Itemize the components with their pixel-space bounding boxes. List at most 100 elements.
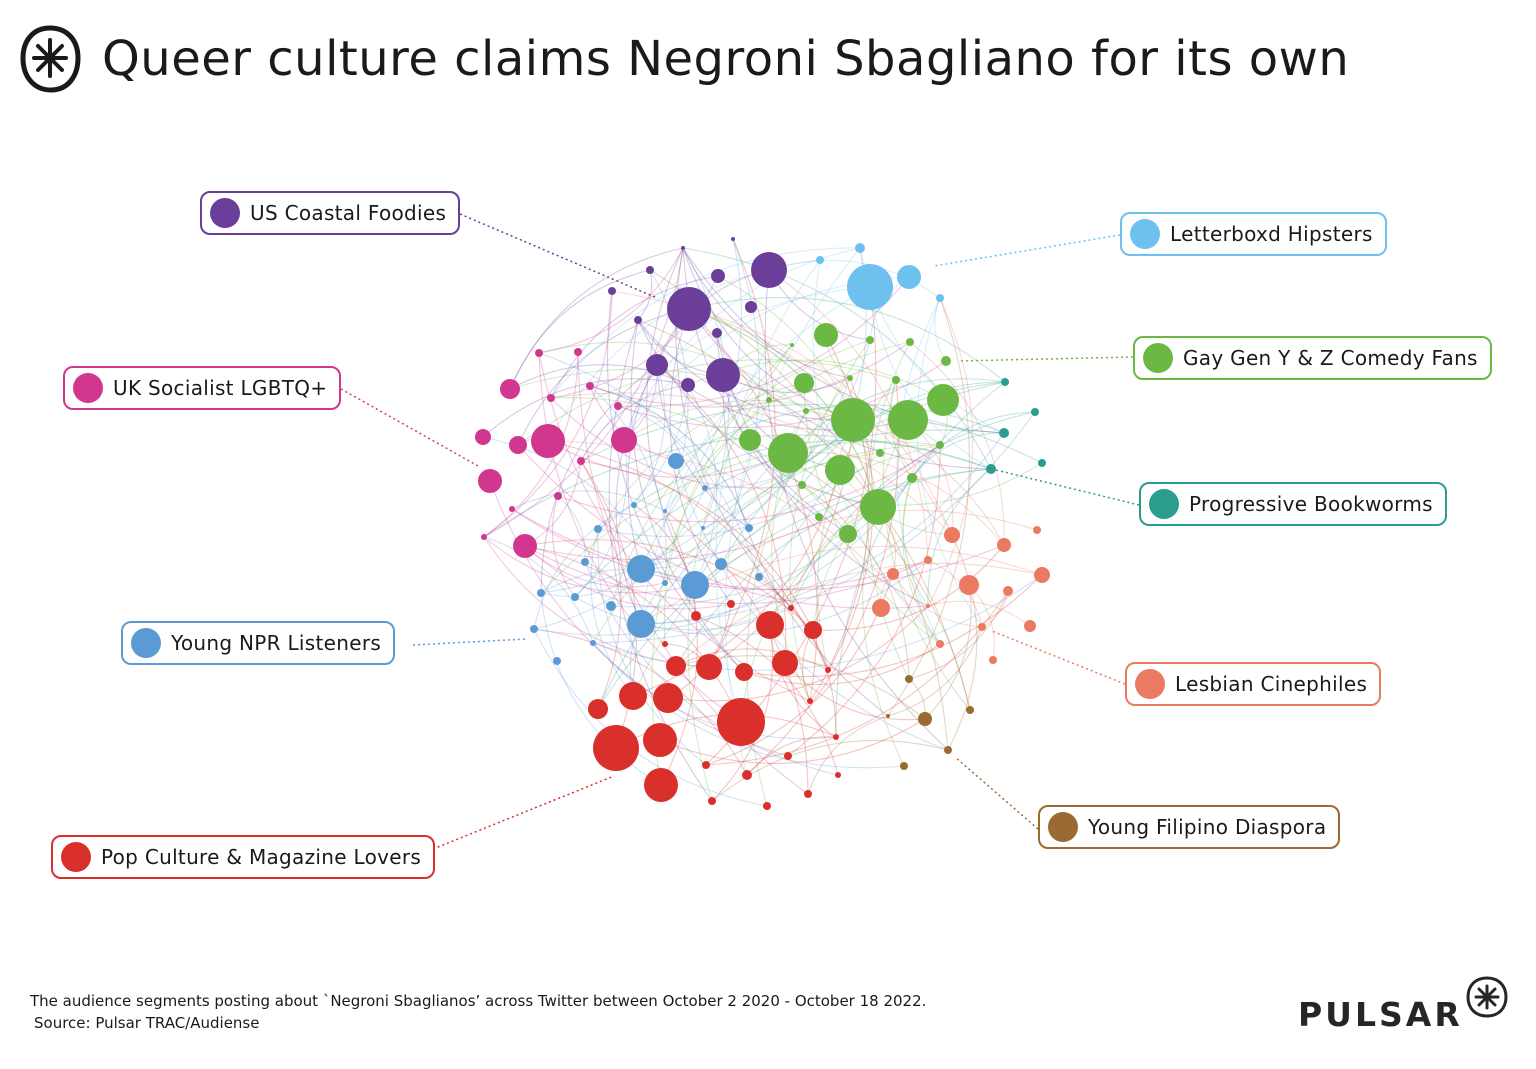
network-edge [557, 495, 586, 563]
network-node-gaygenyz [794, 373, 814, 393]
network-edge [902, 477, 941, 645]
network-edge [574, 439, 628, 598]
network-node-popculture [662, 641, 668, 647]
network-node-npr [530, 625, 538, 633]
network-edge [908, 590, 1009, 680]
network-node-letterbox [936, 294, 944, 302]
network-node-filipino [905, 675, 913, 683]
network-edge [787, 451, 1005, 546]
network-edge [509, 269, 651, 390]
network-node-gaygenyz [936, 441, 944, 449]
legend-leader-line [340, 388, 481, 468]
network-node-popculture [763, 802, 771, 810]
network-node-gaygenyz [888, 400, 928, 440]
network-node-lesbian [1024, 620, 1036, 632]
network-edge [517, 308, 690, 446]
network-edge [617, 405, 706, 489]
network-node-coastal [681, 378, 695, 392]
network-edge [902, 477, 929, 607]
network-edge [524, 444, 941, 561]
network-node-gaygenyz [798, 481, 806, 489]
network-node-uklgbtq [509, 506, 515, 512]
network-node-lesbian [978, 623, 986, 631]
circled-asterisk-logo-icon [20, 25, 81, 93]
network-edge [511, 508, 1005, 591]
network-node-npr [581, 558, 589, 566]
legend-letterboxd-hipsters: Letterboxd Hipsters [1120, 212, 1387, 256]
network-edge [892, 573, 983, 628]
network-edge [656, 364, 787, 664]
legend-label: Lesbian Cinephiles [1175, 672, 1368, 696]
network-edge [746, 379, 900, 776]
network-edge [524, 539, 814, 631]
network-edge [540, 441, 941, 594]
network-edge [589, 385, 750, 529]
network-edge [557, 444, 941, 523]
network-edge [584, 561, 839, 776]
network-edge [632, 444, 941, 697]
network-edge [887, 297, 971, 717]
network-edge [633, 364, 666, 506]
network-edge [790, 411, 1036, 609]
network-edge [805, 406, 941, 446]
network-edge [550, 392, 953, 536]
network-node-coastal [751, 252, 787, 288]
network-edge [743, 643, 941, 685]
network-node-popculture [696, 654, 722, 680]
header: Queer culture claims Negroni Sbagliano f… [18, 22, 1349, 96]
network-node-bookworms [1031, 408, 1039, 416]
network-node-popculture [691, 611, 701, 621]
network-node-filipino [944, 746, 952, 754]
network-edge [580, 286, 871, 462]
network-edge [610, 339, 871, 607]
network-node-lesbian [959, 575, 979, 595]
legend-swatch [1130, 219, 1160, 249]
network-edge [664, 444, 941, 584]
network-edge [511, 490, 666, 512]
legend-leader-lines [340, 213, 1140, 850]
network-node-gaygenyz [847, 375, 853, 381]
network-edge [682, 247, 854, 421]
network-edge [663, 399, 770, 645]
network-node-lesbian [944, 527, 960, 543]
network-edge [540, 364, 658, 594]
network-edge [688, 297, 1006, 383]
network-node-letterbox [855, 243, 865, 253]
network-edge [717, 275, 879, 508]
network-edge [803, 382, 941, 645]
network-node-gaygenyz [907, 473, 917, 483]
network-edge [524, 545, 742, 723]
network-node-uklgbtq [577, 457, 585, 465]
network-node-gaygenyz [860, 489, 896, 525]
legend-leader-line [459, 213, 658, 299]
network-edge [617, 360, 947, 429]
network-edge [711, 739, 949, 802]
network-node-popculture [717, 698, 765, 746]
network-edge [715, 259, 821, 723]
legend-label: Young Filipino Diaspora [1088, 815, 1327, 839]
network-node-npr [715, 558, 727, 570]
network-edge [483, 536, 594, 644]
network-edge [580, 460, 814, 631]
network-node-lesbian [1034, 567, 1050, 583]
network-edge [524, 545, 929, 605]
network-edge [883, 379, 971, 711]
network-node-coastal [608, 287, 616, 295]
network-edges [482, 238, 1043, 807]
network-edge [483, 434, 992, 538]
network-node-npr [755, 573, 763, 581]
network-edge [597, 384, 689, 530]
network-node-popculture [825, 667, 831, 673]
network-edge [646, 247, 696, 586]
network-node-lesbian [1033, 526, 1041, 534]
network-edge [862, 419, 909, 767]
network-edge [695, 615, 839, 776]
network-edge [758, 576, 837, 738]
network-edge [589, 341, 911, 408]
network-node-gaygenyz [768, 433, 808, 473]
network-edge [617, 276, 910, 408]
legend-leader-line [995, 469, 1140, 506]
network-node-lesbian [872, 599, 890, 617]
network-node-bookworms [1001, 378, 1009, 386]
network-node-npr [627, 610, 655, 638]
